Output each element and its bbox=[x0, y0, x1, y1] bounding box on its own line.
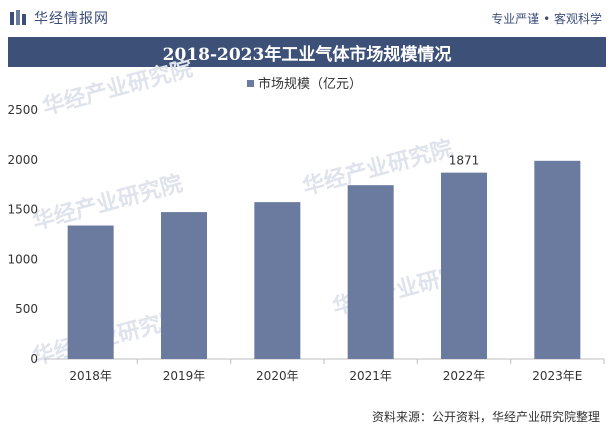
brand: 华经情报网 bbox=[8, 8, 109, 28]
tagline: 专业严谨 • 客观科学 bbox=[491, 11, 602, 26]
bar-chart: 市场规模（亿元） 0 500 1000 1500 2000 2500 2018年 2019年 20… bbox=[7, 76, 605, 383]
x-tick-label: 2021年 bbox=[349, 369, 392, 383]
data-label: 1871 bbox=[449, 154, 480, 168]
y-tick-label: 2500 bbox=[7, 103, 38, 117]
bar bbox=[67, 225, 114, 359]
y-tick-label: 1500 bbox=[7, 203, 38, 217]
x-tick-label: 2020年 bbox=[256, 369, 299, 383]
source-note: 资料来源：公开资料，华经产业研究院整理 bbox=[371, 410, 600, 424]
bar bbox=[347, 185, 394, 359]
legend-label: 市场规模（亿元） bbox=[258, 76, 362, 92]
header: 华经情报网 专业严谨 • 客观科学 bbox=[0, 0, 614, 36]
chart-title-bar: 2018-2023年工业气体市场规模情况 bbox=[8, 37, 606, 67]
y-tick-label: 2000 bbox=[7, 153, 38, 167]
bar bbox=[534, 160, 581, 359]
chart-title: 2018-2023年工业气体市场规模情况 bbox=[162, 44, 452, 65]
bar bbox=[441, 172, 487, 359]
logo-icon bbox=[10, 10, 26, 25]
x-tick-label: 2019年 bbox=[163, 369, 206, 383]
bar bbox=[254, 202, 301, 359]
legend-swatch bbox=[247, 80, 254, 87]
y-tick-label: 500 bbox=[15, 302, 38, 316]
bar bbox=[161, 212, 207, 359]
y-tick-label: 1000 bbox=[7, 252, 38, 266]
y-tick-label: 0 bbox=[30, 352, 38, 366]
brand-name: 华经情报网 bbox=[34, 11, 109, 27]
x-tick-label: 2023年E bbox=[532, 369, 582, 383]
x-tick-label: 2022年 bbox=[443, 369, 486, 383]
x-tick-label: 2018年 bbox=[69, 369, 112, 383]
